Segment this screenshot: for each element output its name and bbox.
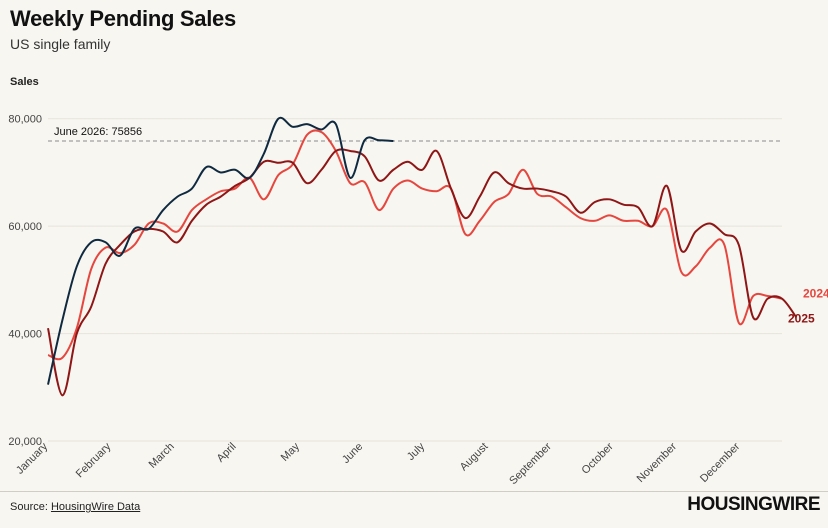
- x-tick-label: August: [458, 441, 491, 474]
- x-tick-label: June: [340, 441, 365, 466]
- x-tick-label: November: [635, 440, 680, 485]
- reference-line-label: June 2026: 75856: [54, 126, 142, 138]
- x-tick-label: February: [74, 440, 114, 480]
- x-tick-label: December: [698, 440, 743, 485]
- y-tick-label: 20,000: [8, 436, 42, 448]
- y-tick-label: 60,000: [8, 221, 42, 233]
- housingwire-logo: HOUSINGWIRE: [687, 494, 820, 515]
- end-label-2025: 2025: [788, 311, 815, 325]
- chart-subtitle: US single family: [10, 36, 111, 52]
- footer-divider: [0, 491, 828, 492]
- series-line-2026: [47, 116, 394, 385]
- x-tick-label: March: [147, 441, 177, 471]
- x-tick-label: September: [507, 440, 554, 487]
- x-tick-label: May: [279, 440, 303, 464]
- y-tick-label: 80,000: [8, 114, 42, 126]
- series-line-2024: [47, 129, 783, 361]
- y-tick-label: 40,000: [8, 329, 42, 341]
- y-axis-label: Sales: [10, 76, 39, 88]
- x-tick-label: October: [580, 440, 616, 476]
- series-line-2025: [47, 148, 798, 397]
- source-note: Source: HousingWire Data: [10, 501, 140, 513]
- source-prefix: Source:: [10, 501, 51, 513]
- source-link[interactable]: HousingWire Data: [50, 501, 141, 513]
- end-label-2024: 2024: [803, 287, 828, 301]
- x-tick-label: April: [215, 441, 239, 465]
- x-tick-label: July: [405, 440, 428, 463]
- chart-title: Weekly Pending Sales: [10, 6, 236, 31]
